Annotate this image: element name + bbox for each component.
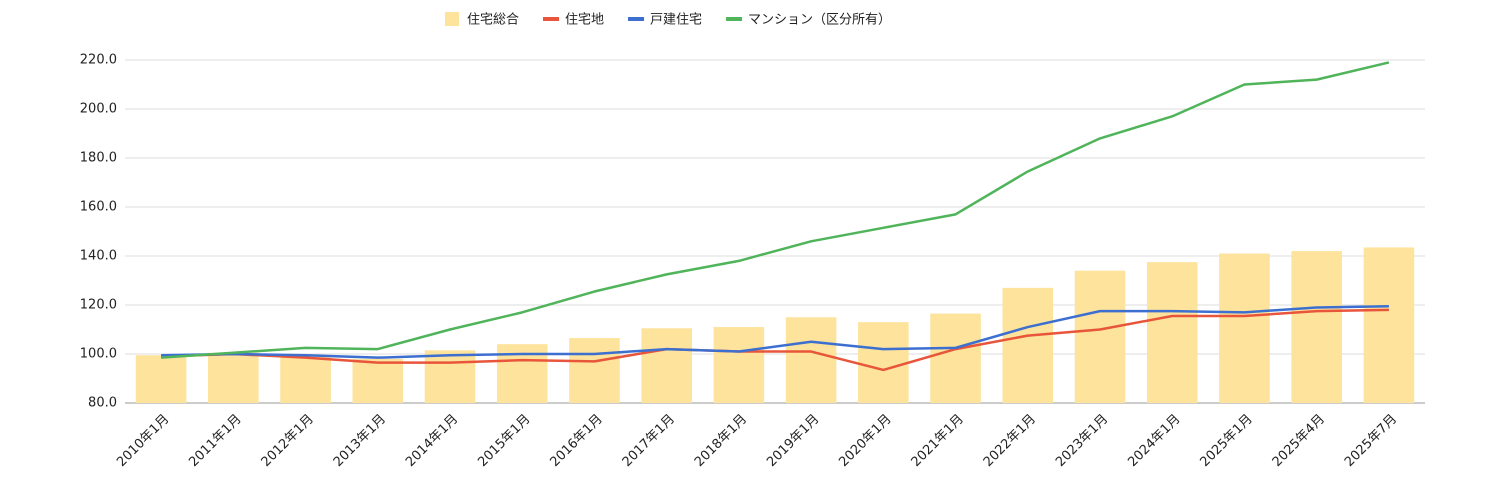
y-tick-label: 160.0 xyxy=(80,200,117,215)
x-tick-label: 2017年1月 xyxy=(620,412,678,470)
y-tick-label: 200.0 xyxy=(80,102,117,117)
legend-swatch xyxy=(543,17,560,21)
legend-label: 住宅総合 xyxy=(467,13,519,28)
x-tick-label: 2025年1月 xyxy=(1198,412,1256,470)
bar xyxy=(641,328,692,403)
x-tick-label: 2019年1月 xyxy=(764,412,822,470)
x-tick-label: 2024年1月 xyxy=(1125,412,1183,470)
legend-label: 戸建住宅 xyxy=(650,13,702,28)
bar xyxy=(785,317,837,403)
x-tick-label: 2021年1月 xyxy=(909,412,967,470)
bar xyxy=(1002,287,1054,403)
x-tick-label: 2012年1月 xyxy=(259,412,317,470)
legend-label: 住宅地 xyxy=(565,13,604,28)
bar xyxy=(1219,253,1270,403)
x-tick-label: 2013年1月 xyxy=(331,412,389,470)
line xyxy=(161,304,1389,359)
x-tick-label: 2011年1月 xyxy=(186,412,244,470)
legend-swatch xyxy=(445,12,459,26)
legend-swatch xyxy=(628,17,645,21)
line xyxy=(161,308,1389,372)
y-tick-label: 220.0 xyxy=(80,53,117,68)
line xyxy=(161,61,1390,359)
x-tick-label: 2010年1月 xyxy=(114,412,172,470)
x-tick-label: 2025年7月 xyxy=(1342,412,1400,470)
x-tick-label: 2022年1月 xyxy=(981,412,1039,470)
bar xyxy=(1291,251,1342,403)
bar xyxy=(713,327,765,403)
x-tick-label: 2015年1月 xyxy=(475,412,533,470)
legend-label: マンション（区分所有） xyxy=(748,13,891,28)
bar xyxy=(208,352,259,403)
bar xyxy=(930,313,981,403)
x-tick-label: 2016年1月 xyxy=(548,412,606,470)
bar xyxy=(1363,247,1415,403)
x-tick-label: 2023年1月 xyxy=(1053,412,1111,470)
x-tick-label: 2025年4月 xyxy=(1270,412,1328,470)
bar xyxy=(569,338,620,403)
legend-swatch xyxy=(726,17,743,21)
bar xyxy=(135,355,187,403)
bar xyxy=(1146,262,1198,403)
x-tick-label: 2018年1月 xyxy=(692,412,750,470)
y-tick-label: 180.0 xyxy=(80,151,117,166)
bar xyxy=(424,350,476,403)
y-tick-label: 120.0 xyxy=(80,298,117,313)
bar xyxy=(280,355,331,403)
y-tick-label: 140.0 xyxy=(80,249,117,264)
x-tick-label: 2020年1月 xyxy=(836,412,894,470)
x-tick-label: 2014年1月 xyxy=(403,412,461,470)
y-tick-label: 80.0 xyxy=(88,396,117,411)
bar xyxy=(352,358,404,403)
bar xyxy=(858,322,909,403)
y-tick-label: 100.0 xyxy=(80,347,117,362)
bar xyxy=(1074,270,1126,403)
